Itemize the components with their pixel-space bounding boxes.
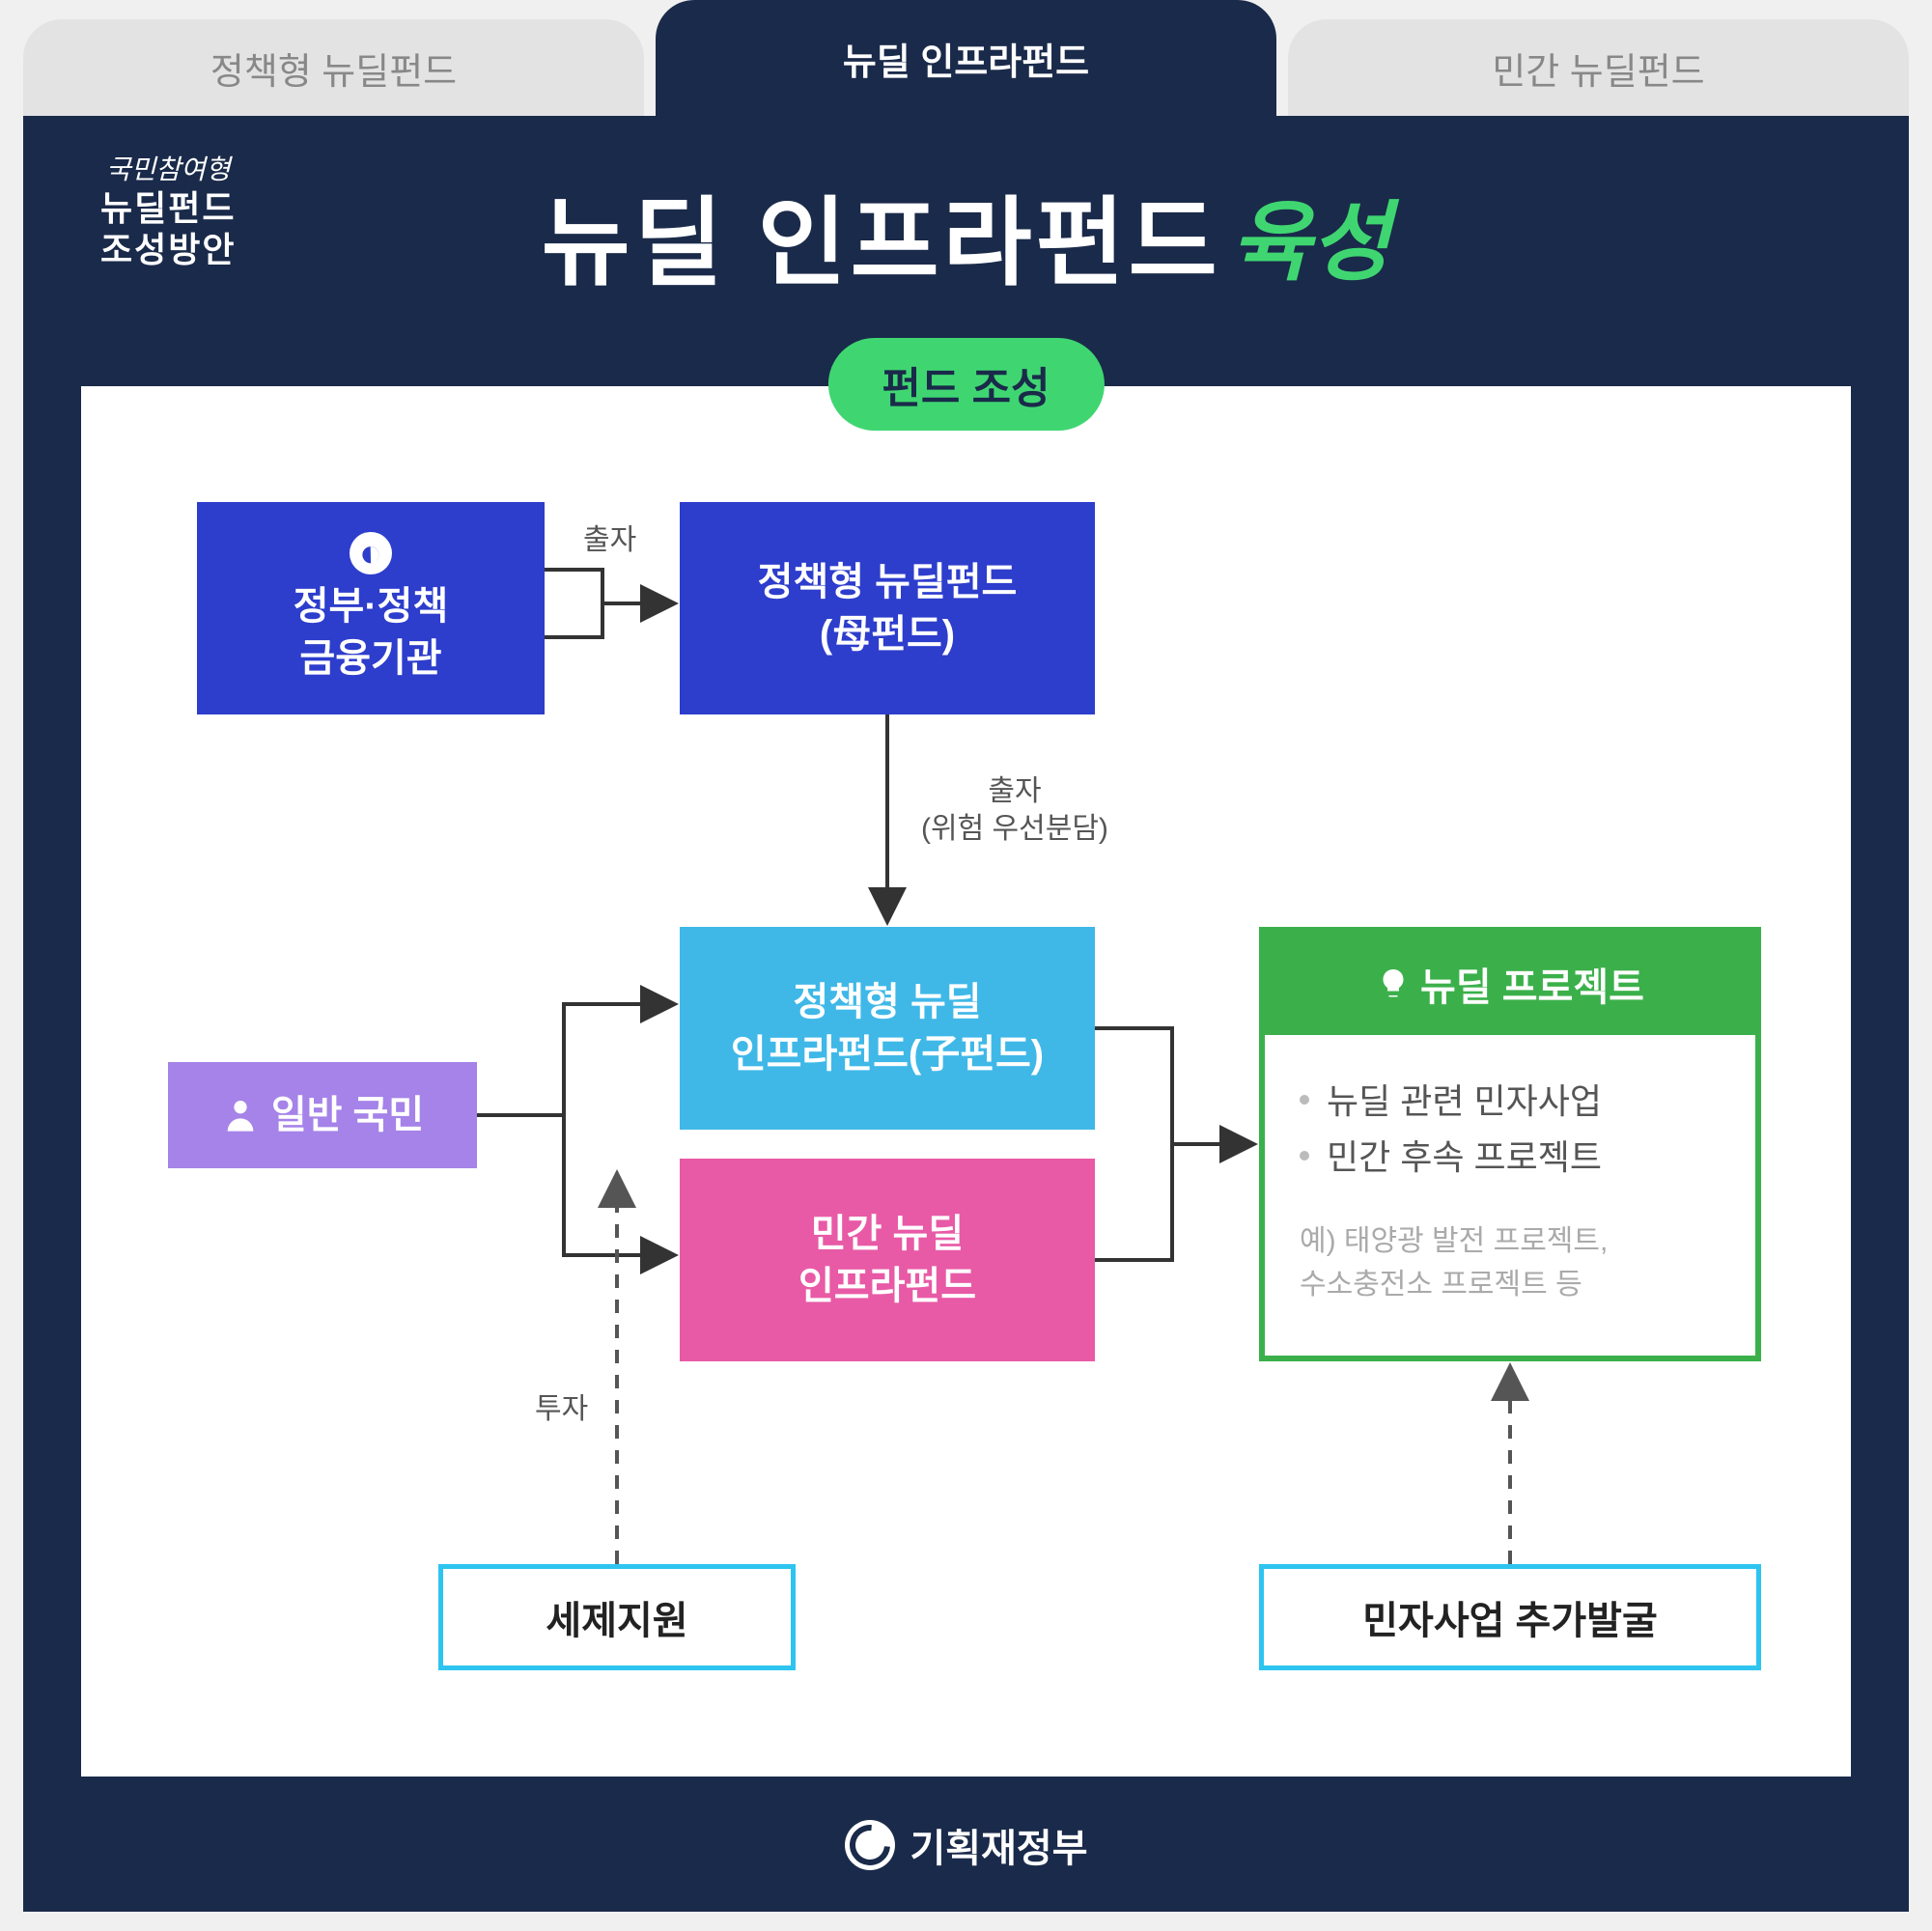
edge-label-invest2-l1: 출자 [921, 772, 1108, 810]
lightbulb-icon [1376, 966, 1411, 1001]
node-mother-l1: 정책형 뉴딜펀드 [758, 556, 1018, 608]
node-tax-support: 세제지원 [438, 1564, 796, 1670]
node-private-l2: 인프라펀드 [798, 1260, 976, 1312]
node-child-l1: 정책형 뉴딜 [793, 976, 981, 1028]
node-private-l1: 민간 뉴딜 [811, 1208, 964, 1260]
project-item-0: 뉴딜 관련 민자사업 [1300, 1074, 1721, 1130]
edge-label-invest2: 출자 (위험 우선분담) [921, 772, 1108, 848]
header: 국민참여형 뉴딜펀드 조성방안 뉴딜 인프라펀드 육성 [23, 116, 1909, 333]
project-title: 뉴딜 프로젝트 [1420, 956, 1644, 1012]
tab-bar: 정책형 뉴딜펀드 뉴딜 인프라펀드 민간 뉴딜펀드 [0, 0, 1932, 116]
project-example: 예) 태양광 발전 프로젝트, 수소충전소 프로젝트 등 [1300, 1219, 1721, 1306]
project-head: 뉴딜 프로젝트 [1265, 933, 1755, 1035]
node-gov-institution: ◐ 정부·정책 금융기관 [197, 502, 545, 714]
edge-label-invest2-l2: (위험 우선분담) [921, 810, 1108, 848]
ministry-emblem-icon [845, 1820, 895, 1870]
tab-infra-fund[interactable]: 뉴딜 인프라펀드 [656, 0, 1276, 116]
person-icon [221, 1096, 260, 1134]
tax-label: 세제지원 [546, 1589, 687, 1645]
tab-private-fund[interactable]: 민간 뉴딜펀드 [1288, 19, 1909, 116]
main-panel: 국민참여형 뉴딜펀드 조성방안 뉴딜 인프라펀드 육성 펀드 조성 [23, 116, 1909, 1912]
node-public: 일반 국민 [168, 1062, 477, 1168]
node-mother-fund: 정책형 뉴딜펀드 (母펀드) [680, 502, 1095, 714]
page-title: 뉴딜 인프라펀드 [542, 164, 1221, 304]
edge-label-invest3: 투자 [535, 1390, 588, 1428]
node-child-fund: 정책형 뉴딜 인프라펀드(子펀드) [680, 927, 1095, 1130]
node-public-label: 일반 국민 [271, 1089, 424, 1141]
node-gov-l1: 정부·정책 [294, 580, 449, 632]
node-discover: 민자사업 추가발굴 [1259, 1564, 1761, 1670]
project-item-1: 민간 후속 프로젝트 [1300, 1130, 1721, 1186]
node-private-fund: 민간 뉴딜 인프라펀드 [680, 1159, 1095, 1361]
node-child-l2: 인프라펀드(子펀드) [731, 1028, 1044, 1080]
node-project: 뉴딜 프로젝트 뉴딜 관련 민자사업 민간 후속 프로젝트 예) 태양광 발전 … [1259, 927, 1761, 1361]
node-mother-l2: (母펀드) [820, 608, 955, 660]
logo-block: 국민참여형 뉴딜펀드 조성방안 [100, 154, 236, 270]
node-gov-l2: 금융기관 [299, 632, 441, 685]
project-body: 뉴딜 관련 민자사업 민간 후속 프로젝트 예) 태양광 발전 프로젝트, 수소… [1265, 1035, 1755, 1345]
gov-emblem-icon: ◐ [350, 532, 392, 574]
edge-label-invest1: 출자 [583, 521, 636, 559]
section-badge: 펀드 조성 [827, 338, 1104, 431]
logo-script: 국민참여형 [100, 154, 236, 187]
discover-label: 민자사업 추가발굴 [1362, 1589, 1658, 1645]
flow-panel: 출자 출자 (위험 우선분담) 투자 ◐ 정부·정책 금융기관 정책형 뉴딜펀드… [81, 386, 1851, 1777]
footer-label: 기획재정부 [910, 1817, 1088, 1873]
page-title-accent: 육성 [1231, 172, 1391, 297]
project-list: 뉴딜 관련 민자사업 민간 후속 프로젝트 [1300, 1074, 1721, 1185]
footer: 기획재정부 [23, 1817, 1909, 1873]
tab-policy-fund[interactable]: 정책형 뉴딜펀드 [23, 19, 644, 116]
logo-line2: 조성방안 [100, 229, 236, 270]
logo-line1: 뉴딜펀드 [100, 187, 236, 229]
